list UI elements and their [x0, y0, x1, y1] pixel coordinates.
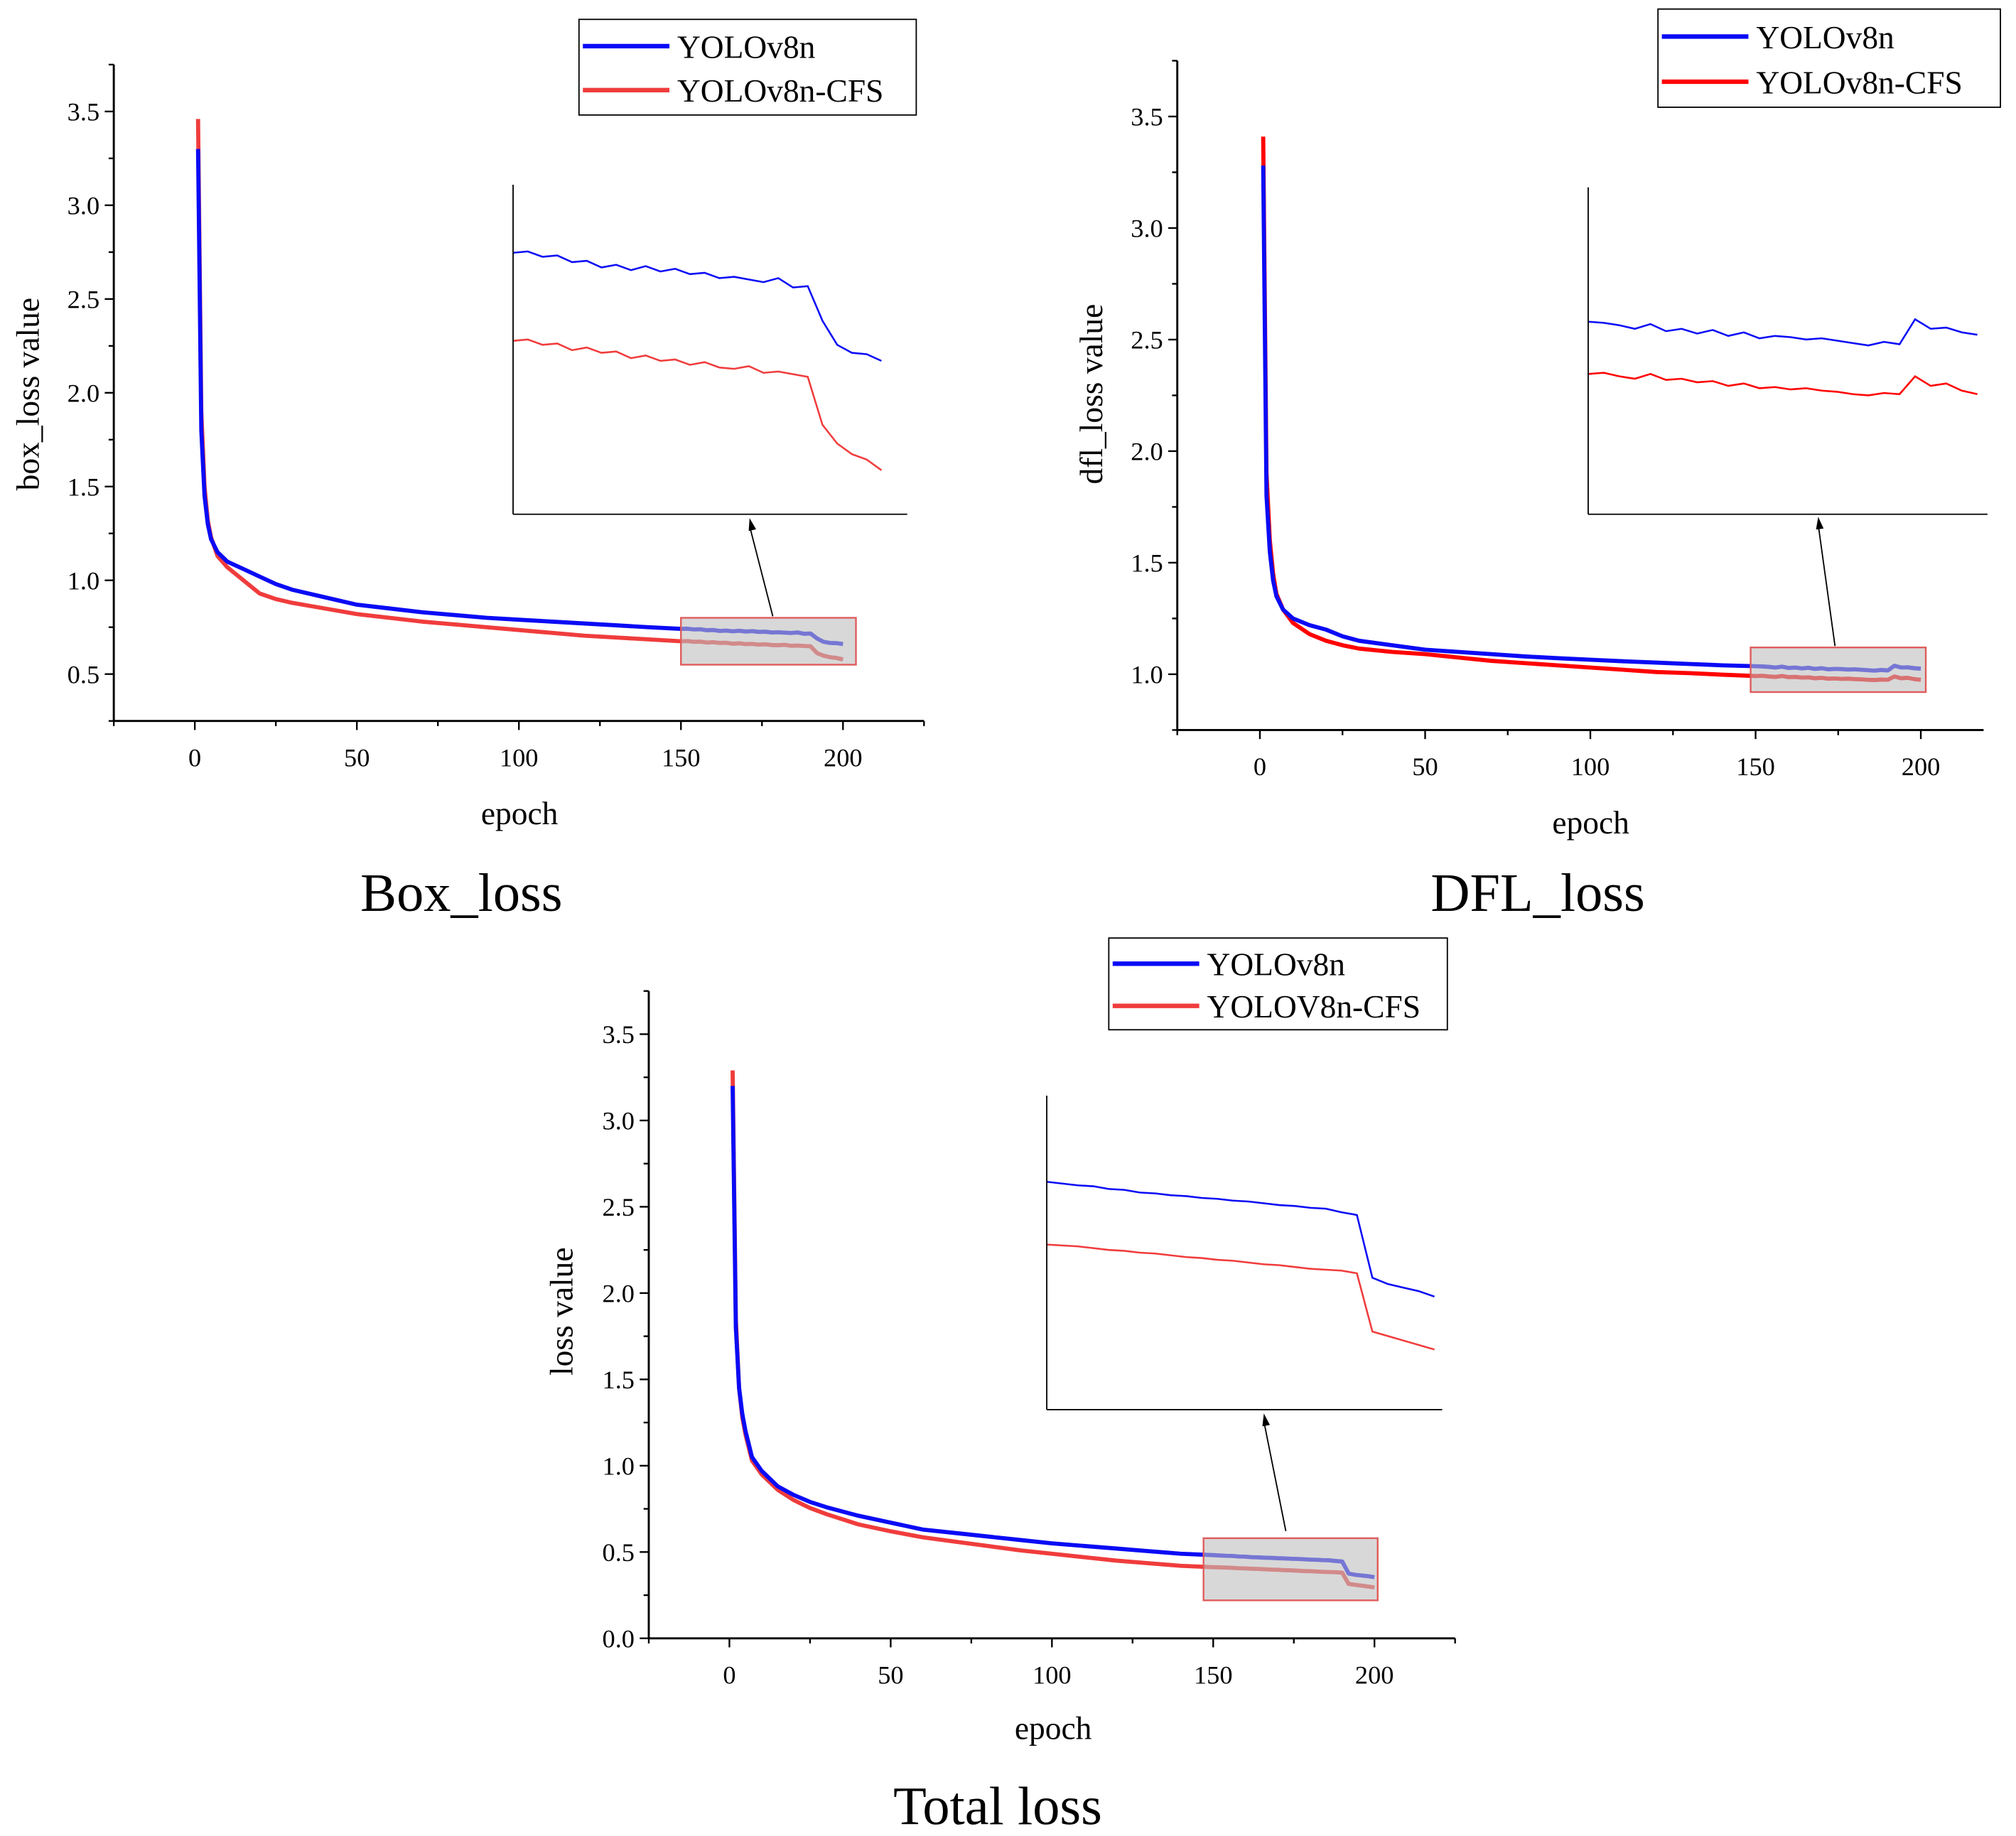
arrow-head-icon	[1262, 1413, 1271, 1427]
legend: YOLOv8n YOLOv8n-CFS	[578, 18, 917, 116]
y-tick-label: 2.5	[1131, 326, 1163, 355]
x-tick-label: 0	[723, 1660, 735, 1689]
y-tick-label: 0.5	[603, 1538, 635, 1567]
zoom-region-highlight	[1750, 647, 1927, 693]
x-tick-label: 200	[1355, 1660, 1394, 1689]
inset-plot	[512, 185, 907, 515]
series-line-yolov8n	[1261, 166, 1921, 673]
x-tick-label: 50	[1412, 752, 1438, 781]
y-tick-label: 3.0	[603, 1107, 635, 1135]
series-line-yolov8n-cfs	[195, 119, 843, 662]
y-axis-label: box_loss value	[10, 298, 46, 490]
y-tick-label: 2.0	[1131, 438, 1163, 466]
x-axis-label: epoch	[1015, 1710, 1092, 1746]
legend-label: YOLOv8n	[677, 28, 816, 65]
zoom-region-highlight	[680, 617, 857, 666]
x-tick-label: 150	[662, 743, 701, 772]
x-tick-label: 50	[344, 743, 370, 772]
y-tick-label: 2.5	[603, 1193, 635, 1221]
inset-series-line-yolov8n-cfs	[1046, 1243, 1435, 1351]
legend-box	[1108, 937, 1448, 1031]
legend-box	[1657, 8, 2001, 108]
zoom-arrow	[1263, 1421, 1287, 1532]
y-tick-label: 2.0	[68, 379, 99, 408]
inset-series-line-yolov8n	[1588, 318, 1978, 347]
legend-label: YOLOv8n-CFS	[1756, 64, 1962, 100]
y-tick-label: 0.0	[603, 1625, 635, 1653]
y-tick-label: 1.5	[68, 473, 99, 502]
chart-title: Box_loss	[360, 863, 562, 923]
series-line-yolov8n	[731, 1086, 1375, 1580]
chart-0: 0 50 100 150 200 0.5 1.0 1.5 2.0 2.5 3.0 3.5 epoch bo…	[10, 18, 925, 923]
series-line-yolov8n	[195, 148, 843, 647]
arrow-head-icon	[748, 518, 757, 531]
y-tick-label: 1.5	[1131, 549, 1163, 578]
legend-box	[578, 18, 917, 116]
chart-title: DFL_loss	[1430, 863, 1644, 923]
y-axis-label: dfl_loss value	[1073, 304, 1109, 485]
x-tick-label: 200	[824, 743, 863, 772]
x-tick-label: 100	[1033, 1660, 1072, 1689]
y-axis-label: loss value	[544, 1247, 580, 1376]
inset-plot	[1046, 1096, 1443, 1410]
chart-1: 0 50 100 150 200 1.0 1.5 2.0 2.5 3.0 3.5 epoch dfl_l…	[1073, 8, 2001, 923]
y-tick-label: 3.5	[68, 98, 99, 126]
x-tick-label: 100	[1571, 752, 1610, 781]
inset-series-line-yolov8n-cfs	[1588, 372, 1978, 396]
legend-label: YOLOv8n	[1207, 946, 1346, 983]
x-axis-label: epoch	[1552, 804, 1629, 841]
y-tick-label: 2.5	[68, 286, 99, 314]
chart-title: Total loss	[893, 1776, 1102, 1836]
y-tick-label: 2.0	[603, 1280, 635, 1308]
y-tick-label: 3.5	[603, 1020, 635, 1049]
chart-2: 0 50 100 150 200 0.0 0.5 1.0 1.5 2.0 2.5 3.0 3.5 epoc…	[544, 937, 1456, 1836]
x-tick-label: 200	[1902, 752, 1941, 781]
y-tick-label: 1.0	[603, 1452, 635, 1481]
inset-series-line-yolov8n	[512, 250, 882, 362]
legend-label: YOLOv8n-CFS	[677, 72, 883, 109]
x-tick-label: 0	[188, 743, 201, 772]
x-tick-label: 150	[1736, 752, 1775, 781]
y-tick-label: 3.5	[1131, 103, 1163, 131]
legend-label: YOLOv8n	[1756, 19, 1894, 55]
x-tick-label: 50	[878, 1660, 903, 1689]
series-line-yolov8n-cfs	[1261, 136, 1921, 682]
legend: YOLOv8n YOLOV8n-CFS	[1108, 937, 1448, 1031]
x-tick-label: 100	[500, 743, 539, 772]
y-tick-label: 3.0	[68, 192, 99, 220]
y-tick-label: 1.5	[603, 1366, 635, 1394]
legend-label: YOLOV8n-CFS	[1207, 988, 1421, 1025]
y-tick-label: 1.0	[1131, 661, 1163, 689]
legend: YOLOv8n YOLOv8n-CFS	[1657, 8, 2001, 108]
zoom-region-highlight	[1202, 1537, 1379, 1602]
y-tick-label: 1.0	[68, 566, 99, 595]
y-tick-label: 3.0	[1131, 215, 1163, 243]
inset-series-line-yolov8n-cfs	[512, 338, 883, 471]
x-tick-label: 0	[1254, 752, 1266, 781]
zoom-arrow	[1817, 524, 1836, 647]
x-tick-label: 150	[1194, 1660, 1233, 1689]
arrow-head-icon	[1816, 517, 1824, 530]
zoom-arrow	[748, 525, 774, 617]
x-axis-label: epoch	[481, 795, 559, 831]
y-tick-label: 0.5	[68, 660, 99, 688]
inset-series-line-yolov8n	[1046, 1180, 1435, 1298]
inset-plot	[1588, 187, 1988, 515]
